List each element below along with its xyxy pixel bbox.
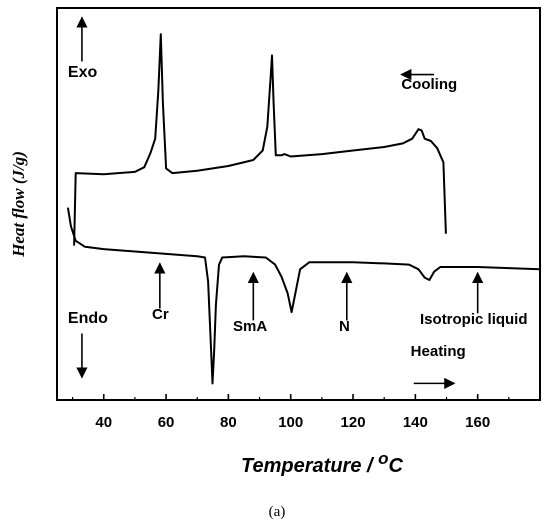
annotation-heating: Heating bbox=[411, 343, 466, 360]
annotation-isotropic-liquid: Isotropic liquid bbox=[420, 311, 528, 328]
annotation-endo: Endo bbox=[68, 310, 108, 327]
x-tick-label-140: 140 bbox=[403, 414, 428, 431]
series-cooling-curve bbox=[73, 33, 447, 246]
x-axis-label: Temperature / oC bbox=[241, 449, 403, 477]
y-axis-label: Heat flow (J/g) bbox=[9, 151, 28, 258]
annotation-n: N bbox=[339, 318, 350, 335]
series-heating-curve bbox=[66, 207, 541, 385]
x-tick-label-40: 40 bbox=[95, 414, 112, 431]
annotation-cooling: Cooling bbox=[401, 76, 457, 93]
x-tick-label-100: 100 bbox=[278, 414, 303, 431]
figure-caption: (a) bbox=[269, 504, 286, 520]
plot-frame bbox=[56, 7, 541, 401]
x-tick-label-120: 120 bbox=[341, 414, 366, 431]
x-tick-label-80: 80 bbox=[220, 414, 237, 431]
x-tick-label-60: 60 bbox=[158, 414, 175, 431]
x-axis-ticks: 40 60 80 100 120 140 160 bbox=[71, 394, 510, 431]
x-tick-label-160: 160 bbox=[465, 414, 490, 431]
annotation-cr: Cr bbox=[152, 306, 169, 323]
annotation-sma: SmA bbox=[233, 318, 267, 335]
dsc-curves bbox=[66, 33, 541, 385]
annotations: Exo Endo Cooling Heating Cr SmA N Isotropic liq… bbox=[68, 64, 528, 360]
annotation-exo: Exo bbox=[68, 64, 98, 81]
annotation-arrows bbox=[76, 16, 484, 389]
